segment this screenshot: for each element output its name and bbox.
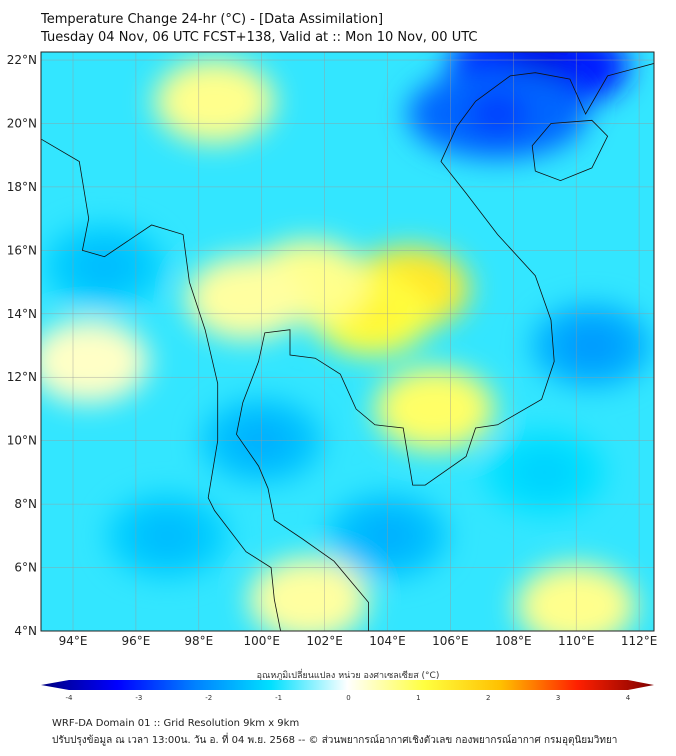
temperature-field — [41, 52, 652, 631]
lon-label: 104°E — [369, 634, 406, 648]
lat-label: 14°N — [7, 307, 37, 321]
lat-label: 10°N — [7, 434, 37, 448]
anomaly-blob — [374, 366, 495, 451]
lat-label: 22°N — [7, 53, 37, 67]
footer-info: WRF-DA Domain 01 :: Grid Resolution 9km … — [52, 718, 300, 729]
anomaly-core — [74, 244, 135, 289]
lat-label: 8°N — [14, 497, 37, 511]
anomaly-blob — [154, 59, 275, 144]
colorbar-tick-label: 1 — [416, 694, 420, 702]
anomaly-blob — [248, 557, 369, 631]
colorbar-tick-label: -4 — [66, 694, 74, 702]
colorbar-tick-label: 2 — [486, 694, 490, 702]
colorbar-tick-label: -3 — [135, 694, 142, 702]
lat-label: 16°N — [7, 243, 37, 257]
lat-label: 20°N — [7, 116, 37, 130]
anomaly-blob — [41, 319, 149, 404]
lon-label: 98°E — [184, 634, 213, 648]
footer-credit: ปรับปรุงข้อมูล ณ เวลา 13:00น. วัน อ. ที่… — [52, 735, 618, 746]
lon-label: 102°E — [306, 634, 343, 648]
lon-label: 110°E — [558, 634, 595, 648]
colorbar-tick-label: 4 — [626, 694, 631, 702]
anomaly-core — [137, 513, 198, 558]
lat-label: 4°N — [14, 624, 37, 638]
colorbar-tick-label: -2 — [205, 694, 212, 702]
colorbar-tick-label: -1 — [275, 694, 282, 702]
map-subtitle: Tuesday 04 Nov, 06 UTC FCST+138, Valid a… — [41, 30, 478, 45]
colorbar: -4 -3 -2 -1 0 1 2 3 4 — [41, 680, 654, 702]
lon-label: 94°E — [59, 634, 88, 648]
anomaly-core — [467, 91, 528, 136]
colorbar-tick-label: 3 — [556, 694, 560, 702]
lat-label: 18°N — [7, 180, 37, 194]
lon-label: 96°E — [121, 634, 150, 648]
map-frame — [40, 51, 655, 632]
temperature-map: 4°N 6°N 8°N 10°N 12°N 14°N 16°N 18°N 20°N 22°N 94… — [7, 51, 658, 648]
lon-label: 108°E — [495, 634, 532, 648]
lon-label: 100°E — [243, 634, 280, 648]
anomaly-core — [561, 323, 622, 368]
colorbar-tick-label: 0 — [346, 694, 350, 702]
map-title: Temperature Change 24-hr (°C) - [Data As… — [41, 12, 384, 27]
colorbar-gradient — [41, 680, 654, 690]
lat-label: 12°N — [7, 370, 37, 384]
anomaly-core — [514, 450, 575, 495]
lat-label: 6°N — [14, 561, 37, 575]
lon-label: 112°E — [621, 634, 658, 648]
colorbar-label: อุณหภูมิเปลี่ยนแปลง หน่วย องศาเซลเซียส (… — [256, 671, 440, 681]
anomaly-blob — [185, 255, 306, 340]
gridlines — [41, 52, 654, 631]
lon-label: 106°E — [432, 634, 469, 648]
coastlines — [41, 63, 654, 631]
